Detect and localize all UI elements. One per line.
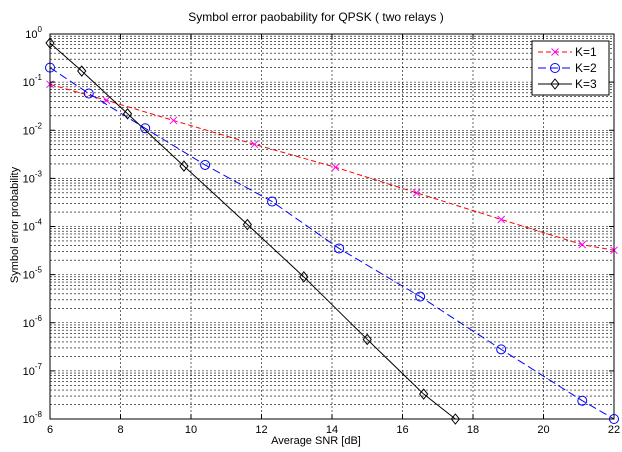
x-tick-label: 10 bbox=[185, 424, 197, 436]
data-point bbox=[242, 218, 253, 231]
data-point bbox=[200, 159, 211, 170]
chart-title: Symbol error paobability for QPSK ( two … bbox=[188, 10, 443, 24]
x-tick-label: 18 bbox=[467, 424, 479, 436]
data-point bbox=[267, 196, 278, 207]
marker-stroke bbox=[250, 140, 259, 149]
marker-stroke bbox=[497, 215, 506, 224]
data-point bbox=[496, 344, 507, 355]
series-line bbox=[49, 42, 456, 420]
y-tick-exponent: -6 bbox=[35, 314, 43, 323]
series-line bbox=[49, 67, 615, 420]
data-point bbox=[140, 123, 151, 134]
marker-stroke bbox=[331, 163, 340, 172]
marker-stroke bbox=[551, 48, 559, 56]
y-tick-exponent: -1 bbox=[35, 73, 43, 82]
data-point bbox=[412, 189, 421, 197]
series-1 bbox=[46, 80, 618, 255]
y-tick-exponent: -4 bbox=[35, 218, 43, 227]
data-point bbox=[419, 388, 429, 400]
data-point bbox=[122, 107, 133, 120]
marker-stroke bbox=[412, 189, 421, 197]
data-point bbox=[578, 240, 587, 249]
data-point bbox=[331, 163, 340, 172]
y-tick-exponent: -8 bbox=[35, 410, 43, 419]
legend-label: K=2 bbox=[575, 61, 597, 75]
data-point bbox=[497, 215, 506, 224]
x-tick-label: 6 bbox=[47, 424, 53, 436]
data-point bbox=[77, 65, 87, 77]
series-3 bbox=[45, 37, 461, 425]
y-axis-label: Symbol error probability bbox=[9, 166, 21, 283]
data-point bbox=[362, 333, 372, 346]
y-tick-exponent: -2 bbox=[35, 121, 43, 130]
data-point bbox=[179, 160, 189, 172]
y-tick-exponent: -5 bbox=[35, 266, 43, 275]
y-tick-exponent: -7 bbox=[35, 362, 43, 371]
legend-entry: K=1 bbox=[538, 45, 597, 59]
legend-label: K=3 bbox=[575, 77, 597, 91]
x-tick-label: 20 bbox=[537, 424, 549, 436]
data-point bbox=[83, 88, 94, 99]
y-tick-exponent: 0 bbox=[38, 25, 43, 34]
legend-label: K=1 bbox=[575, 45, 597, 59]
data-point bbox=[415, 291, 426, 302]
series-layer bbox=[45, 37, 619, 425]
legend-marker bbox=[551, 48, 559, 56]
data-point bbox=[250, 140, 259, 149]
legend-entry: K=2 bbox=[538, 61, 597, 75]
x-tick-label: 22 bbox=[608, 424, 620, 436]
x-tick-label: 16 bbox=[396, 424, 408, 436]
legend-marker bbox=[550, 63, 560, 73]
legend-marker bbox=[550, 78, 560, 90]
data-point bbox=[334, 243, 345, 254]
marker-stroke bbox=[578, 240, 587, 249]
legend: K=1 K=2 K=3 bbox=[531, 40, 610, 96]
marker-stroke bbox=[169, 116, 178, 125]
x-tick-label: 8 bbox=[117, 424, 123, 436]
data-point bbox=[169, 116, 178, 125]
y-tick-exponent: -3 bbox=[35, 169, 43, 178]
x-axis-label: Average SNR [dB] bbox=[271, 435, 361, 447]
data-point bbox=[299, 271, 309, 283]
x-tick-label: 14 bbox=[326, 424, 338, 436]
data-point bbox=[450, 413, 461, 425]
legend-entry: K=3 bbox=[538, 77, 597, 91]
x-tick-label: 12 bbox=[255, 424, 267, 436]
data-point bbox=[577, 395, 588, 406]
